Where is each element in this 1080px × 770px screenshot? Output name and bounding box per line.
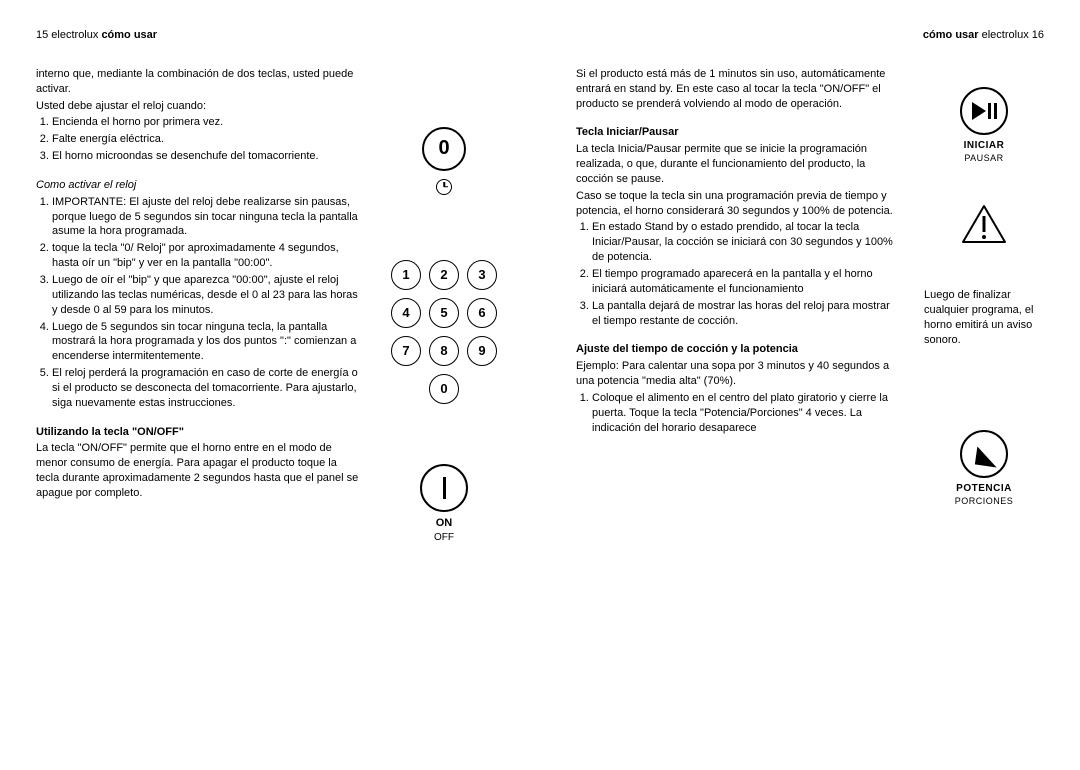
r-sec2-list: Coloque el alimento en el centro del pla…: [576, 391, 900, 436]
right-columns: Si el producto está más de 1 minutos sin…: [576, 67, 1044, 508]
intro-p1: interno que, mediante la combinación de …: [36, 67, 360, 97]
left-icon-col: 0 1 2 3 4 5 6 7 8 9 0 ON: [384, 67, 504, 544]
header-prefix: 15 electrolux: [36, 29, 101, 41]
porciones-label: PORCIONES: [955, 495, 1014, 507]
intro-item: Falte energía eléctrica.: [52, 132, 360, 147]
on-label: ON: [420, 516, 468, 531]
keypad-icon: 1 2 3 4 5 6 7 8 9 0: [391, 260, 497, 404]
r-sec2-body: Ejemplo: Para calentar una sopa por 3 mi…: [576, 359, 900, 389]
header-bold: cómo usar: [101, 29, 157, 41]
key-0: 0: [429, 374, 459, 404]
header-suffix: electrolux 16: [979, 29, 1044, 41]
warning-text: Luego de finalizar cualquier programa, e…: [924, 288, 1044, 347]
key-6: 6: [467, 298, 497, 328]
intro-list: Encienda el horno por primera vez. Falte…: [36, 115, 360, 164]
r-sec2-title: Ajuste del tiempo de cocción y la potenc…: [576, 342, 900, 357]
key-9: 9: [467, 336, 497, 366]
key-2: 2: [429, 260, 459, 290]
r-sec1-item: La pantalla dejará de mostrar las horas …: [592, 299, 900, 329]
r-sec1-title: Tecla Iniciar/Pausar: [576, 125, 900, 140]
play-icon: [972, 102, 986, 120]
sec1-list: IMPORTANTE: El ajuste del reloj debe rea…: [36, 195, 360, 411]
zero-clock-icon: 0: [422, 127, 466, 200]
right-icon-col: INICIAR PAUSAR Luego de finalizar cualqu…: [924, 67, 1044, 508]
page-left: 15 electrolux cómo usar interno que, med…: [0, 0, 540, 770]
right-intro: Si el producto está más de 1 minutos sin…: [576, 67, 900, 112]
page-right: cómo usar electrolux 16 Si el producto e…: [540, 0, 1080, 770]
right-text-col: Si el producto está más de 1 minutos sin…: [576, 67, 900, 508]
intro-p2: Usted debe ajustar el reloj cuando:: [36, 99, 360, 114]
sec1-item: El reloj perderá la programación en caso…: [52, 366, 360, 411]
sec1-item: Luego de 5 segundos sin tocar ninguna te…: [52, 320, 360, 365]
header-bold-r: cómo usar: [923, 29, 979, 41]
clock-icon: [436, 179, 452, 195]
iniciar-pausar-icon: INICIAR PAUSAR: [960, 87, 1008, 165]
left-text-col: interno que, mediante la combinación de …: [36, 67, 360, 544]
key-3: 3: [467, 260, 497, 290]
onoff-bar: [443, 477, 446, 499]
key-8: 8: [429, 336, 459, 366]
potencia-icon: POTENCIA PORCIONES: [955, 430, 1014, 508]
header-right: cómo usar electrolux 16: [576, 28, 1044, 43]
sec2-body: La tecla "ON/OFF" permite que el horno e…: [36, 441, 360, 500]
intro-item: Encienda el horno por primera vez.: [52, 115, 360, 130]
pausar-label: PAUSAR: [960, 152, 1008, 164]
onoff-icon: ON OFF: [420, 464, 468, 544]
key-1: 1: [391, 260, 421, 290]
zero-key-icon: 0: [422, 127, 466, 171]
key-5: 5: [429, 298, 459, 328]
manual-spread: 15 electrolux cómo usar interno que, med…: [0, 0, 1080, 770]
left-columns: interno que, mediante la combinación de …: [36, 67, 504, 544]
r-sec1-list: En estado Stand by o estado prendido, al…: [576, 220, 900, 328]
warning-icon: [961, 204, 1007, 244]
onoff-circle-icon: [420, 464, 468, 512]
potencia-circle-icon: [960, 430, 1008, 478]
pause-icon: [988, 103, 997, 119]
r-sec2-item: Coloque el alimento en el centro del pla…: [592, 391, 900, 436]
key-4: 4: [391, 298, 421, 328]
key-7: 7: [391, 336, 421, 366]
intro-item: El horno microondas se desenchufe del to…: [52, 149, 360, 164]
r-sec1-body2: Caso se toque la tecla sin una programac…: [576, 189, 900, 219]
r-sec1-item: El tiempo programado aparecerá en la pan…: [592, 267, 900, 297]
sec1-item: Luego de oír el "bip" y que aparezca "00…: [52, 273, 360, 318]
r-sec1-item: En estado Stand by o estado prendido, al…: [592, 220, 900, 265]
potencia-label: POTENCIA: [955, 482, 1014, 496]
iniciar-label: INICIAR: [960, 139, 1008, 153]
play-pause-circle-icon: [960, 87, 1008, 135]
r-sec1-body1: La tecla Inicia/Pausar permite que se in…: [576, 142, 900, 187]
header-left: 15 electrolux cómo usar: [36, 28, 504, 43]
sec1-item: IMPORTANTE: El ajuste del reloj debe rea…: [52, 195, 360, 240]
off-label: OFF: [420, 531, 468, 545]
sec1-item: toque la tecla "0/ Reloj" por aproximada…: [52, 241, 360, 271]
sec2-title: Utilizando la tecla "ON/OFF": [36, 425, 360, 440]
sec1-title: Como activar el reloj: [36, 178, 360, 193]
